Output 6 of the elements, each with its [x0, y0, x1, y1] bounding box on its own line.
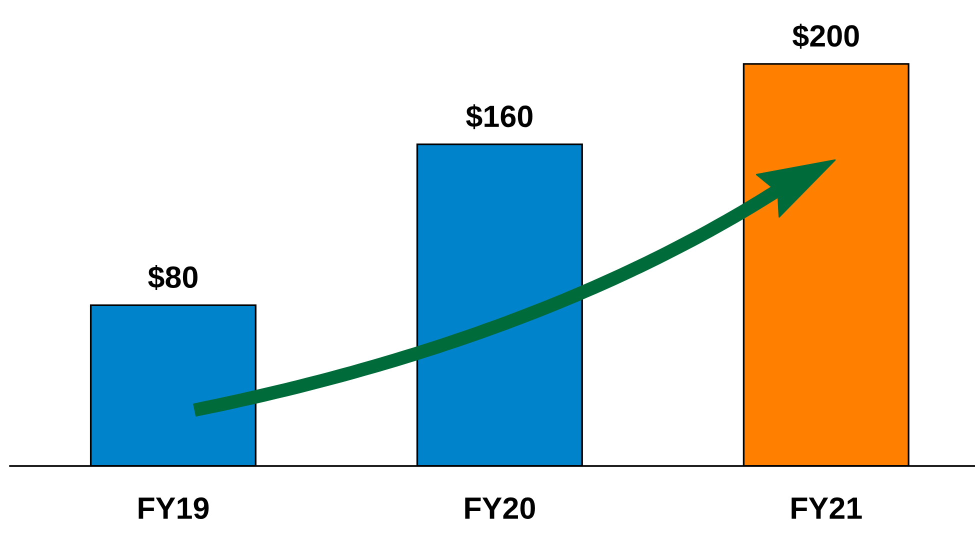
data-label: $200	[792, 24, 859, 49]
x-tick-label: FY21	[792, 497, 862, 519]
data-label: $160	[466, 104, 532, 130]
x-tick-label: FY19	[138, 497, 209, 519]
data-label: $80	[148, 265, 198, 290]
x-tick-label: FY20	[465, 497, 535, 519]
